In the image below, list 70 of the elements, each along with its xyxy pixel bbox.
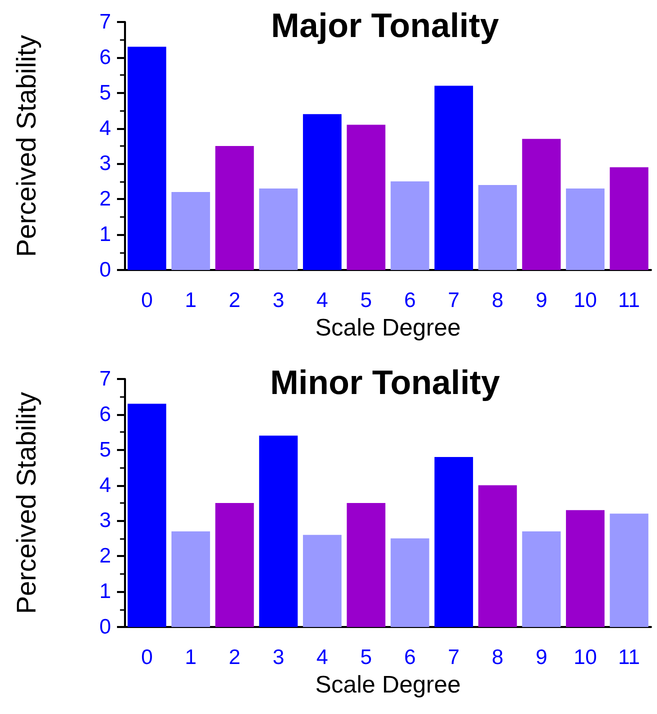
bar xyxy=(215,146,254,270)
y-tick-label: 7 xyxy=(99,368,111,390)
x-tick-label: 10 xyxy=(574,289,597,312)
bar xyxy=(434,86,474,270)
bar xyxy=(171,531,210,627)
y-tick-label: 7 xyxy=(99,10,111,34)
bar xyxy=(346,503,386,627)
x-tick-label: 7 xyxy=(448,289,460,312)
x-tick-label: 9 xyxy=(536,646,548,669)
bar xyxy=(566,510,605,627)
chart-title: Major Tonality xyxy=(271,7,500,45)
x-axis-title: Scale Degree xyxy=(315,314,461,342)
x-tick-label: 2 xyxy=(228,289,240,312)
y-tick-label: 1 xyxy=(99,223,111,246)
y-tick-label: 0 xyxy=(99,616,111,638)
y-tick-label: 3 xyxy=(99,509,111,532)
bar xyxy=(566,188,605,270)
bar xyxy=(128,46,166,270)
y-tick-label: 4 xyxy=(99,474,112,497)
x-tick-label: 11 xyxy=(618,289,640,312)
x-tick-label: 3 xyxy=(272,289,284,312)
bar xyxy=(215,503,254,627)
x-tick-label: 4 xyxy=(316,646,328,669)
x-tick-label: 10 xyxy=(574,646,597,669)
y-axis-title: Perceived Stability xyxy=(12,34,42,258)
y-tick-label: 0 xyxy=(99,258,111,282)
bar xyxy=(478,485,517,627)
bar xyxy=(128,404,166,627)
y-tick-label: 5 xyxy=(99,438,111,462)
bar xyxy=(302,534,342,627)
x-tick-label: 3 xyxy=(272,646,284,669)
x-tick-label: 0 xyxy=(141,289,153,312)
x-tick-label: 5 xyxy=(360,289,372,312)
y-tick-label: 1 xyxy=(99,580,111,604)
bar xyxy=(390,181,430,270)
y-tick-label: 2 xyxy=(99,188,111,211)
y-tick-label: 3 xyxy=(99,152,111,176)
bar xyxy=(610,514,648,627)
x-tick-label: 11 xyxy=(618,646,640,669)
y-tick-label: 6 xyxy=(99,402,111,426)
bar xyxy=(610,167,648,270)
x-tick-label: 5 xyxy=(360,646,372,669)
x-tick-label: 9 xyxy=(536,289,548,312)
y-tick-label: 5 xyxy=(99,81,111,104)
x-tick-label: 4 xyxy=(316,289,328,312)
y-tick-label: 6 xyxy=(99,46,111,69)
bar xyxy=(346,124,386,270)
x-tick-label: 8 xyxy=(492,289,504,312)
bar xyxy=(522,138,561,270)
x-tick-label: 6 xyxy=(404,289,416,312)
x-tick-label: 8 xyxy=(492,646,504,669)
bar xyxy=(390,538,430,627)
bar xyxy=(478,184,517,270)
bar xyxy=(259,436,298,627)
y-axis-title: Perceived Stability xyxy=(12,391,42,614)
x-axis-title: Scale Degree xyxy=(315,671,461,698)
bar xyxy=(171,192,210,270)
x-tick-label: 1 xyxy=(184,646,197,669)
x-tick-label: 6 xyxy=(404,646,416,669)
x-tick-label: 7 xyxy=(448,646,460,669)
chart-title: Minor Tonality xyxy=(270,364,500,402)
bar xyxy=(434,456,474,627)
x-tick-label: 0 xyxy=(141,646,153,669)
y-tick-label: 2 xyxy=(99,544,111,568)
bar xyxy=(522,531,561,627)
bar xyxy=(302,114,342,270)
bar xyxy=(259,188,298,270)
y-tick-label: 4 xyxy=(99,116,112,140)
x-tick-label: 2 xyxy=(228,646,240,669)
x-tick-label: 1 xyxy=(184,289,197,312)
